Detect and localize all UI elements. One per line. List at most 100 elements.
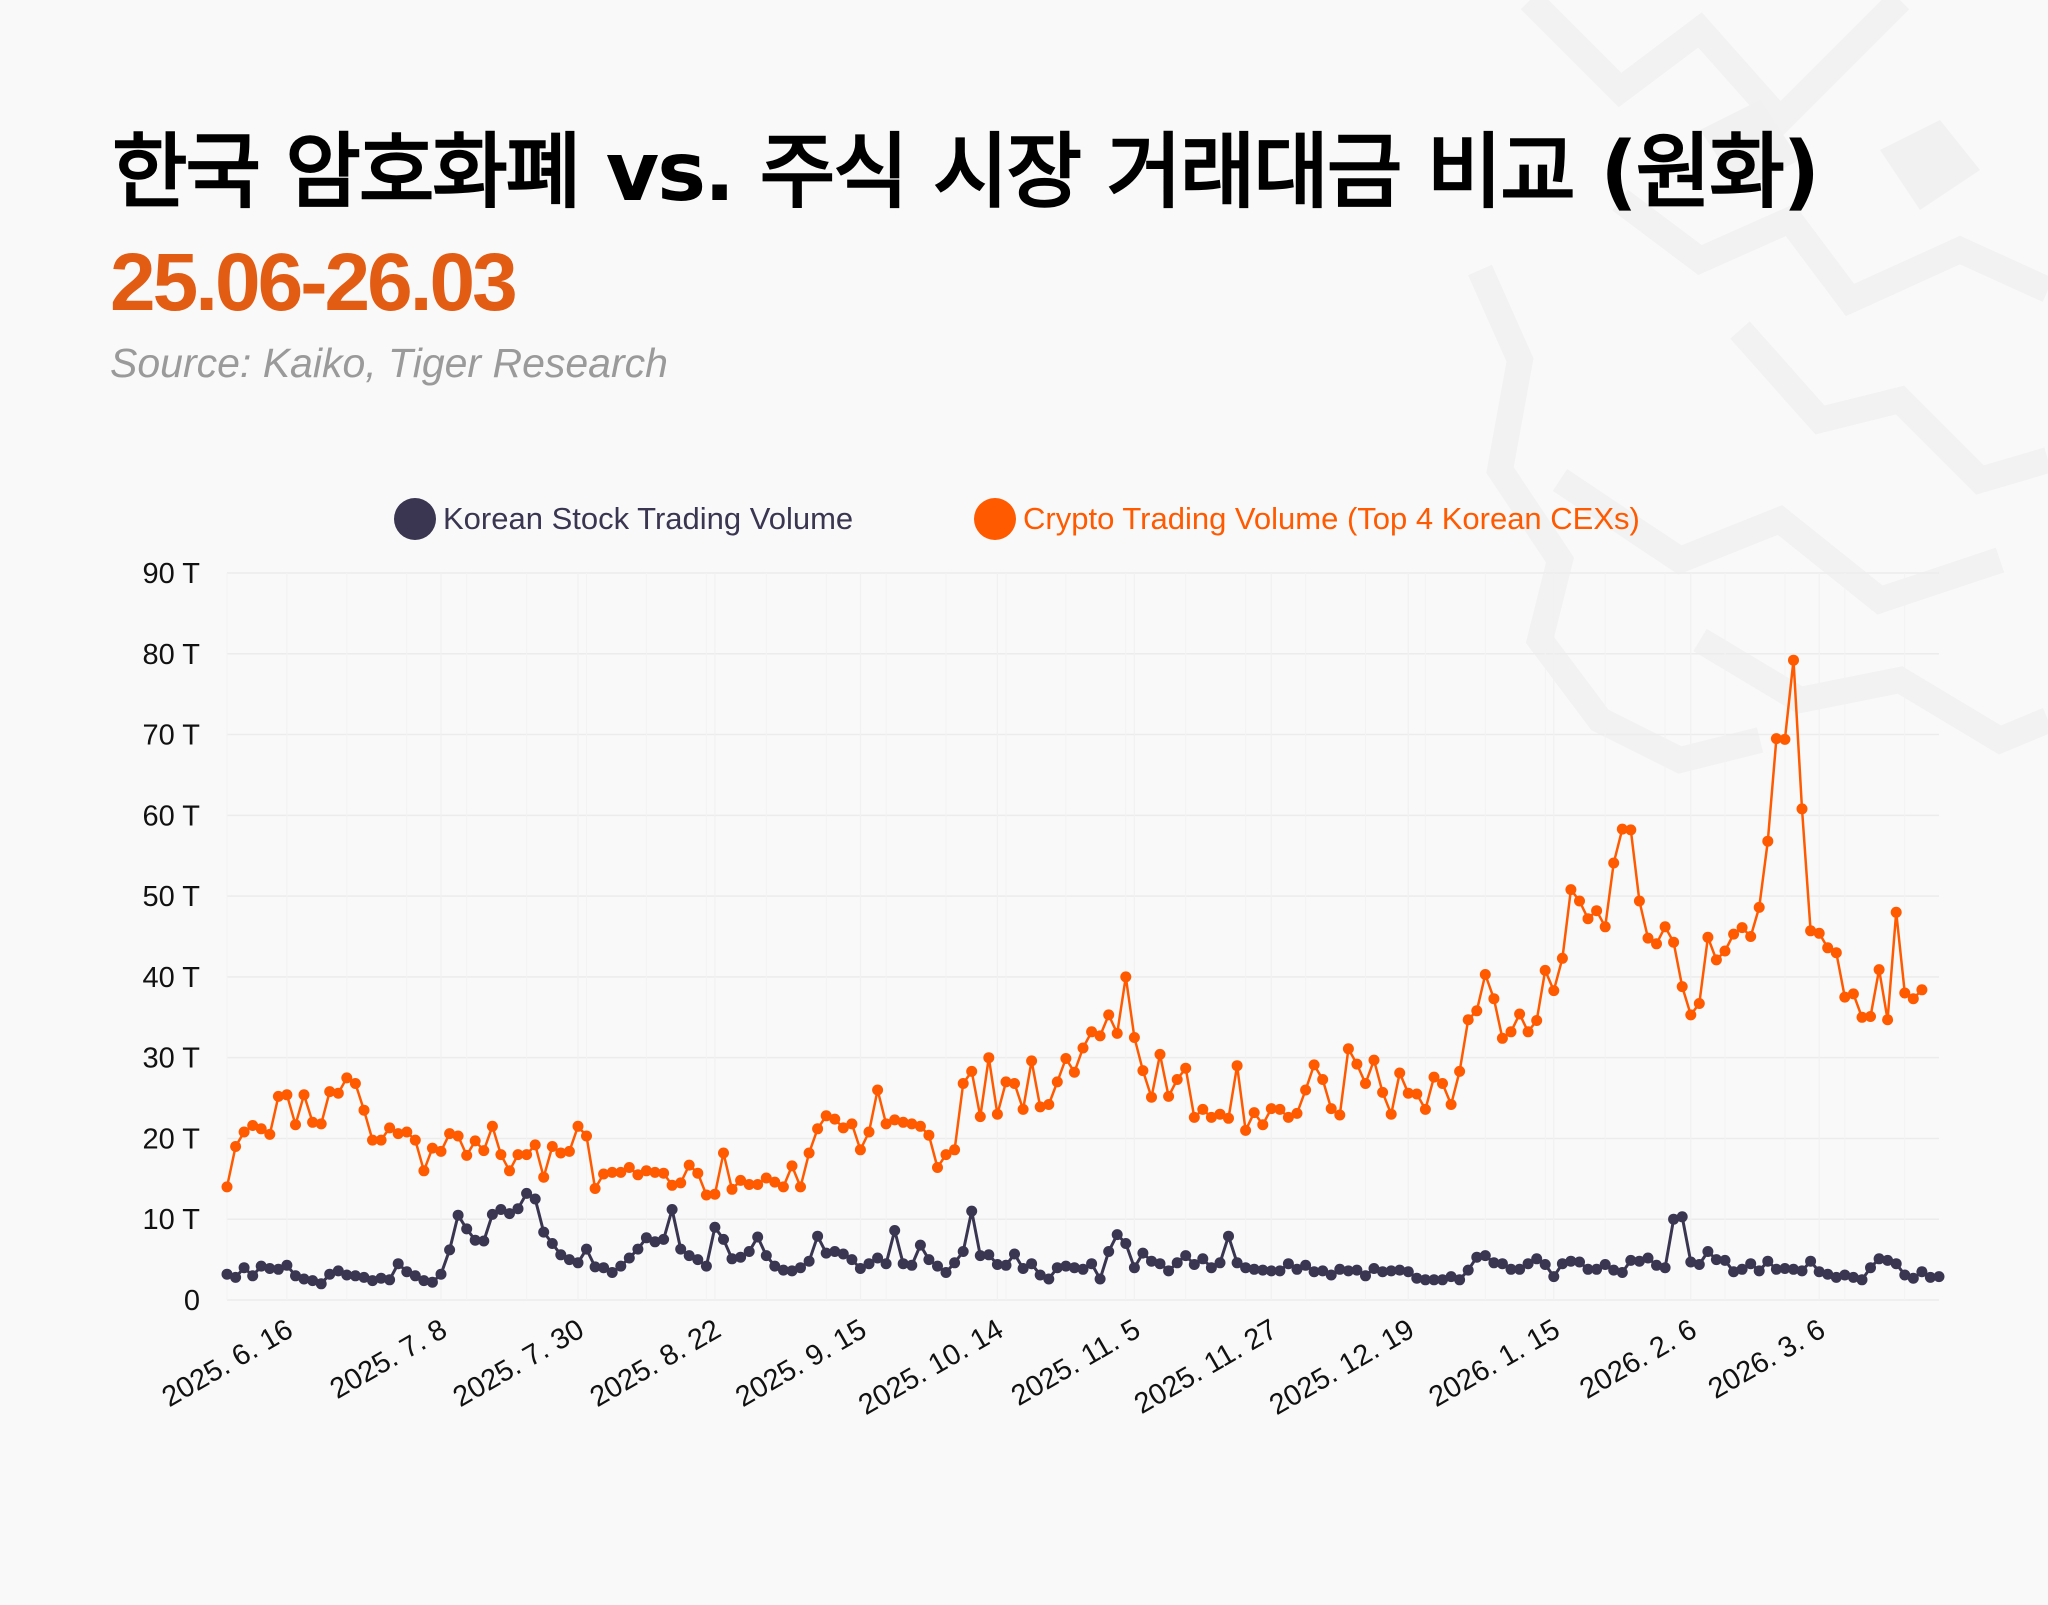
data-point-stock[interactable] <box>1865 1262 1876 1274</box>
data-point-crypto[interactable] <box>598 1168 610 1180</box>
data-point-stock[interactable] <box>512 1203 524 1215</box>
data-point-crypto[interactable] <box>1454 1065 1466 1077</box>
data-point-stock[interactable] <box>1197 1253 1209 1265</box>
data-point-stock[interactable] <box>1462 1264 1474 1276</box>
data-point-stock[interactable] <box>495 1204 507 1215</box>
data-point-crypto[interactable] <box>1522 1026 1534 1038</box>
data-point-stock[interactable] <box>829 1246 841 1257</box>
data-point-crypto[interactable] <box>1368 1054 1380 1066</box>
data-point-crypto[interactable] <box>1702 931 1714 943</box>
data-point-stock[interactable] <box>1625 1254 1637 1266</box>
data-point-crypto[interactable] <box>315 1118 327 1130</box>
data-point-crypto[interactable] <box>1137 1065 1149 1077</box>
data-point-crypto[interactable] <box>1411 1088 1423 1100</box>
data-point-stock[interactable] <box>1146 1255 1157 1267</box>
data-point-stock[interactable] <box>1505 1263 1517 1275</box>
data-point-crypto[interactable] <box>1907 993 1919 1005</box>
data-point-stock[interactable] <box>709 1221 721 1233</box>
data-point-stock[interactable] <box>1479 1250 1491 1262</box>
data-point-stock[interactable] <box>854 1263 866 1274</box>
data-point-crypto[interactable] <box>1745 931 1757 942</box>
data-point-stock[interactable] <box>1924 1271 1936 1283</box>
data-point-stock[interactable] <box>1899 1269 1911 1281</box>
data-point-crypto[interactable] <box>974 1111 986 1123</box>
data-point-crypto[interactable] <box>820 1110 832 1122</box>
data-point-crypto[interactable] <box>1591 905 1603 917</box>
data-point-crypto[interactable] <box>1223 1112 1234 1124</box>
data-point-stock[interactable] <box>863 1258 875 1270</box>
data-point-crypto[interactable] <box>760 1172 772 1184</box>
data-point-crypto[interactable] <box>247 1120 259 1131</box>
data-point-crypto[interactable] <box>1676 981 1688 993</box>
data-point-crypto[interactable] <box>743 1179 755 1190</box>
data-point-stock[interactable] <box>1171 1257 1183 1269</box>
data-point-stock[interactable] <box>889 1225 901 1236</box>
data-point-crypto[interactable] <box>1291 1107 1303 1119</box>
data-point-stock[interactable] <box>255 1260 267 1272</box>
data-point-stock[interactable] <box>1351 1264 1363 1276</box>
data-point-crypto[interactable] <box>1796 803 1808 815</box>
data-point-crypto[interactable] <box>786 1160 798 1172</box>
data-point-crypto[interactable] <box>1308 1059 1320 1071</box>
data-point-crypto[interactable] <box>1839 991 1851 1003</box>
data-point-stock[interactable] <box>418 1275 430 1287</box>
data-point-stock[interactable] <box>1599 1259 1611 1270</box>
data-point-crypto[interactable] <box>495 1149 507 1161</box>
data-point-stock[interactable] <box>1428 1274 1440 1286</box>
data-point-crypto[interactable] <box>1163 1090 1175 1102</box>
data-point-crypto[interactable] <box>298 1089 310 1101</box>
data-point-crypto[interactable] <box>1865 1011 1876 1022</box>
data-point-stock[interactable] <box>1668 1213 1680 1225</box>
data-point-crypto[interactable] <box>1616 823 1628 835</box>
data-point-crypto[interactable] <box>255 1123 267 1135</box>
data-point-stock[interactable] <box>923 1254 935 1266</box>
data-point-stock[interactable] <box>1103 1246 1115 1257</box>
data-point-stock[interactable] <box>1120 1238 1132 1249</box>
data-point-crypto[interactable] <box>1111 1027 1123 1039</box>
data-point-crypto[interactable] <box>512 1149 524 1161</box>
data-point-crypto[interactable] <box>1068 1066 1080 1078</box>
data-point-stock[interactable] <box>221 1268 233 1280</box>
data-point-crypto[interactable] <box>812 1123 824 1135</box>
data-point-crypto[interactable] <box>1608 857 1620 869</box>
data-point-crypto[interactable] <box>1171 1074 1183 1085</box>
data-point-crypto[interactable] <box>1154 1048 1166 1060</box>
data-point-crypto[interactable] <box>418 1165 430 1177</box>
data-point-crypto[interactable] <box>1051 1076 1063 1088</box>
data-point-crypto[interactable] <box>1505 1026 1517 1038</box>
data-point-stock[interactable] <box>769 1260 781 1272</box>
data-point-stock[interactable] <box>1907 1272 1919 1284</box>
data-point-stock[interactable] <box>1282 1258 1294 1270</box>
data-point-crypto[interactable] <box>1822 942 1834 954</box>
data-point-stock[interactable] <box>1317 1265 1329 1277</box>
data-point-stock[interactable] <box>1214 1257 1226 1269</box>
data-point-stock[interactable] <box>1051 1262 1063 1274</box>
data-point-stock[interactable] <box>1839 1269 1851 1281</box>
data-point-stock[interactable] <box>1847 1271 1859 1283</box>
data-point-stock[interactable] <box>1522 1258 1534 1270</box>
data-point-crypto[interactable] <box>1642 932 1654 944</box>
data-point-stock[interactable] <box>640 1232 652 1244</box>
data-point-crypto[interactable] <box>375 1134 387 1146</box>
data-point-stock[interactable] <box>1342 1265 1354 1277</box>
data-point-crypto[interactable] <box>949 1144 961 1156</box>
data-point-crypto[interactable] <box>1728 928 1740 940</box>
data-point-stock[interactable] <box>1539 1259 1551 1270</box>
data-point-stock[interactable] <box>529 1193 541 1205</box>
data-point-stock[interactable] <box>1890 1258 1902 1270</box>
data-point-crypto[interactable] <box>777 1181 789 1193</box>
data-point-crypto[interactable] <box>1625 824 1637 836</box>
data-point-crypto[interactable] <box>1805 925 1817 937</box>
data-point-stock[interactable] <box>914 1239 926 1251</box>
data-point-stock[interactable] <box>623 1252 635 1264</box>
data-point-crypto[interactable] <box>991 1108 1003 1120</box>
data-point-crypto[interactable] <box>581 1130 592 1142</box>
data-point-crypto[interactable] <box>1300 1084 1312 1096</box>
data-point-crypto[interactable] <box>932 1162 943 1173</box>
data-point-stock[interactable] <box>1385 1265 1397 1277</box>
data-point-crypto[interactable] <box>1180 1062 1192 1074</box>
data-point-stock[interactable] <box>1916 1266 1928 1278</box>
data-point-crypto[interactable] <box>1899 987 1911 999</box>
data-point-stock[interactable] <box>461 1223 473 1235</box>
data-point-crypto[interactable] <box>341 1072 353 1084</box>
